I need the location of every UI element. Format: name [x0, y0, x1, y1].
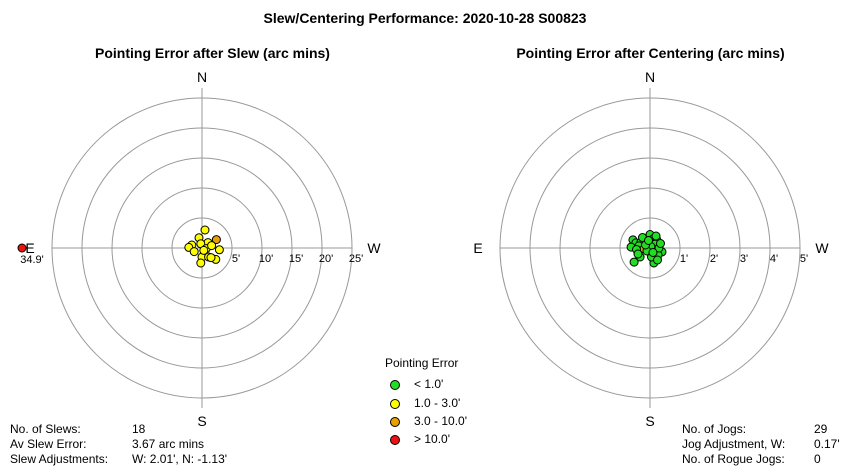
slew-offscale-label: 34.9' [20, 254, 44, 266]
centering-ring-label: 3' [740, 253, 748, 265]
slew-data-point [196, 258, 206, 268]
legend-title: Pointing Error [385, 356, 459, 370]
legend-label: 3.0 - 10.0' [414, 414, 467, 428]
centering-data-point [648, 248, 658, 257]
legend-item-3-10: 3.0 - 10.0' [390, 414, 467, 428]
stats-label: Av Slew Error: [10, 437, 87, 451]
slew-ring-label: 15' [289, 253, 303, 265]
slew-data-point [189, 247, 199, 257]
stats-row: No. of Slews: 18 [10, 422, 227, 437]
centering-label-n: N [645, 69, 655, 85]
legend-swatch-green [390, 379, 400, 390]
stats-value: 3.67 arc mins [132, 437, 205, 451]
chart-title: Slew/Centering Performance: 2020-10-28 S… [263, 10, 587, 26]
centering-data-point [651, 231, 661, 241]
stats-row: Slew Adjustments: W: 2.01', N: -1.13' [10, 452, 227, 467]
slew-label-e: E [25, 240, 34, 256]
slew-data-point [206, 253, 216, 263]
stats-value: W: 2.01', N: -1.13' [132, 452, 228, 466]
centering-label-s: S [645, 413, 654, 429]
centering-ring-label: 1' [680, 253, 688, 265]
stats-value: 0.17' [814, 437, 840, 451]
centering-data-point [644, 236, 653, 245]
slew-data-point [199, 245, 209, 255]
legend-label: > 10.0' [414, 432, 450, 446]
slew-ring-label: 10' [259, 253, 273, 265]
slew-label-w: W [367, 240, 381, 256]
slew-plot-title: Pointing Error after Slew (arc mins) [95, 45, 330, 61]
slew-stats: No. of Slews: 18 Av Slew Error: 3.67 arc m… [10, 422, 227, 467]
stats-label: No. of Slews: [10, 422, 81, 436]
slew-ring-label: 20' [319, 253, 333, 265]
slew-label-s: S [197, 413, 206, 429]
stats-row: Jog Adjustment, W: 0.17' [682, 437, 840, 452]
centering-stats: No. of Jogs: 29 Jog Adjustment, W: 0.17' N… [682, 422, 840, 467]
legend-label: < 1.0' [414, 377, 444, 391]
centering-label-e: E [473, 240, 482, 256]
slew-data-point [200, 225, 210, 235]
slew-data-point [214, 245, 224, 255]
legend-swatch-orange [390, 416, 400, 427]
slew-data-point [17, 243, 27, 253]
centering-data-point [629, 257, 639, 267]
slew-label-n: N [197, 69, 207, 85]
legend-label: 1.0 - 3.0' [414, 396, 461, 410]
slew-ring-label: 25' [349, 253, 363, 265]
stats-value: 18 [132, 422, 146, 436]
centering-label-w: W [815, 240, 829, 256]
legend-item-1-3: 1.0 - 3.0' [390, 396, 460, 410]
centering-ring-label: 4' [770, 253, 778, 265]
stats-value: 29 [814, 422, 828, 436]
stats-label: Slew Adjustments: [10, 452, 109, 466]
stats-row: No. of Rogue Jogs: 0 [682, 452, 840, 467]
stats-value: 0 [814, 452, 821, 466]
centering-ring-label: 5' [800, 253, 808, 265]
centering-plot-title: Pointing Error after Centering (arc mins… [516, 45, 785, 61]
slew-data-point [207, 241, 217, 251]
stats-row: No. of Jogs: 29 [682, 422, 840, 437]
slew-data-point [211, 235, 221, 245]
centering-ring-label: 2' [710, 253, 718, 265]
centering-data-point [633, 249, 643, 259]
stats-label: No. of Jogs: [682, 422, 747, 436]
stats-label: Jog Adjustment, W: [682, 437, 786, 451]
legend-item-lt1: < 1.0' [390, 377, 443, 391]
slew-ring-label: 5' [232, 253, 240, 265]
legend-swatch-yellow [390, 398, 400, 409]
centering-data-point [656, 239, 665, 248]
stats-label: No. of Rogue Jogs: [682, 452, 785, 466]
legend-swatch-red [390, 434, 400, 445]
stats-row: Av Slew Error: 3.67 arc mins [10, 437, 227, 452]
legend-item-gt10: > 10.0' [390, 432, 450, 446]
centering-data-point [653, 255, 662, 265]
